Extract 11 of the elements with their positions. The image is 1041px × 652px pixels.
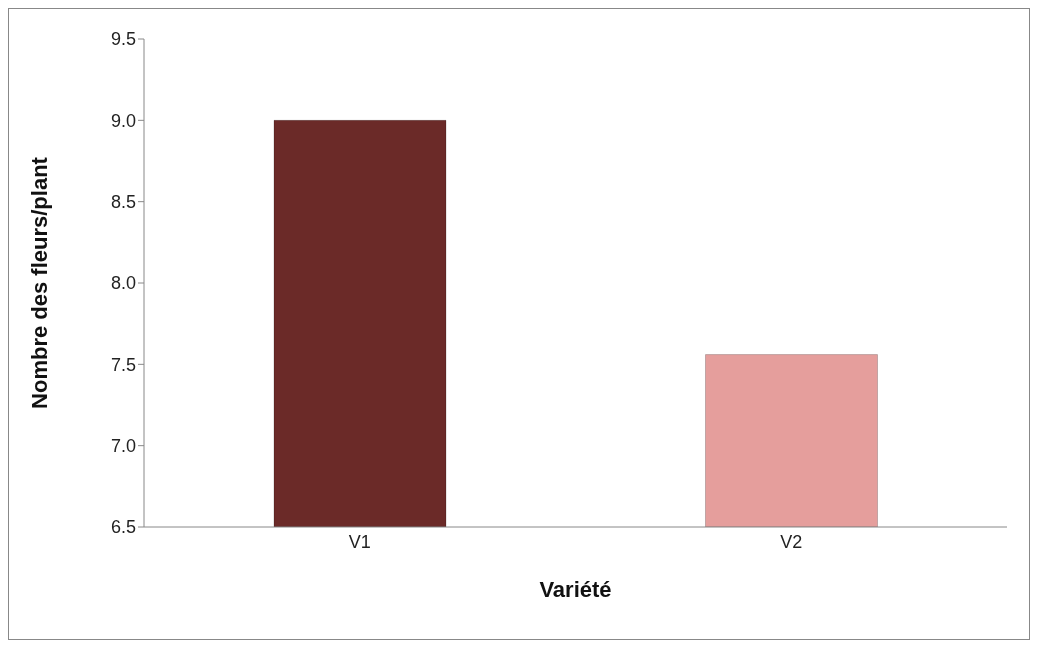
y-tick-label: 9.5 [110,29,136,50]
y-tick-label: 9.0 [110,110,136,131]
x-tick-label: V1 [348,531,371,552]
y-tick-label: 8.0 [110,273,136,294]
y-axis-title: Nombre des fleurs/plant [26,156,52,409]
y-tick-label: 6.5 [110,517,136,538]
y-tick-label: 7.5 [110,354,136,375]
x-tick-label: V2 [780,531,803,552]
y-tick-label: 7.0 [110,436,136,457]
y-tick-label: 8.5 [110,192,136,213]
x-axis-title: Variété [539,577,612,602]
